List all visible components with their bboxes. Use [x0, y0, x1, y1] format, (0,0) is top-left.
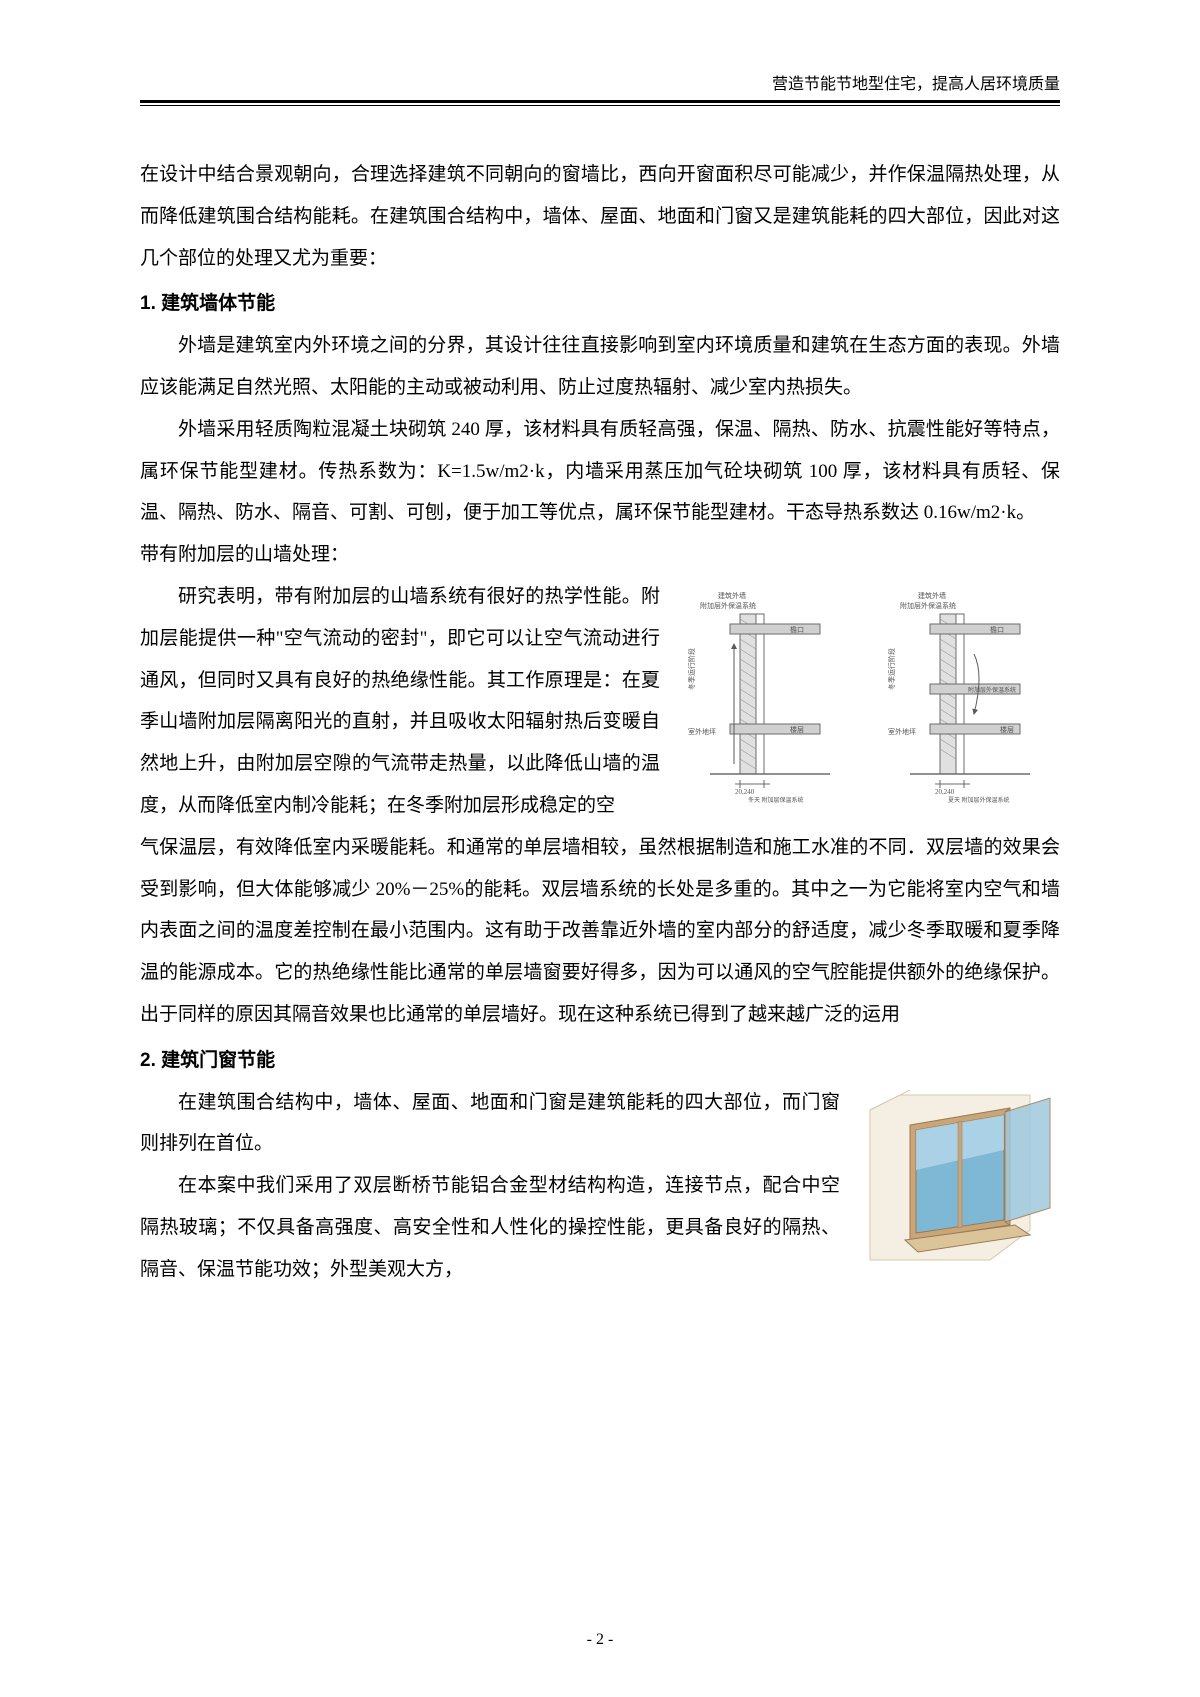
wall-label-floor: 楼层 [790, 725, 804, 734]
wall-dim-r: 20,240 [935, 788, 955, 796]
wall-label-floor2: 楼层 [1000, 725, 1014, 734]
wall-dim-l: 20,240 [735, 788, 755, 796]
window-diagram-svg [860, 1090, 1060, 1270]
section1-p5: 气保温层，有效降低室内采暖能耗。和通常的单层墙相较，虽然根据制造和施工水准的不同… [140, 827, 1060, 1036]
wall-label-tr: 建筑外墙 [918, 591, 946, 600]
wall-vlabel-r: 冬季运行阶段 [887, 648, 896, 690]
window-wrap-section: 在建筑围合结构中，墙体、屋面、地面和门窗是建筑能耗的四大部位，而门窗则排列在首位… [140, 1082, 1060, 1291]
wall-vlabel-l: 冬季运行阶段 [687, 648, 696, 690]
intro-paragraph: 在设计中结合景观朝向，合理选择建筑不同朝向的窗墙比，西向开窗面积尽可能减少，并作… [140, 154, 1060, 279]
wall-label-roof2: 檐口 [990, 625, 1004, 634]
wall-label-roof: 檐口 [790, 625, 804, 634]
wall-label-base2: 室外地坪 [888, 727, 916, 736]
wall-diagram-figure: 建筑外墙 附加层外保温系统 建筑外墙 附加层外保温系统 檐口 檐口 楼层 楼层 … [680, 584, 1060, 820]
wall-label-tl2: 附加层外保温系统 [700, 601, 756, 610]
wall-note-r: 夏天 附加层外保温系统 [948, 796, 1010, 804]
wall-wrap-section: 建筑外墙 附加层外保温系统 建筑外墙 附加层外保温系统 檐口 檐口 楼层 楼层 … [140, 576, 1060, 827]
wall-label-tr2: 附加层外保温系统 [900, 601, 956, 610]
wall-diagram-svg: 建筑外墙 附加层外保温系统 建筑外墙 附加层外保温系统 檐口 檐口 楼层 楼层 … [680, 584, 1060, 804]
section1-title: 1. 建筑墙体节能 [140, 283, 1060, 325]
header-text: 营造节能节地型住宅，提高人居环境质量 [772, 76, 1060, 93]
header-rule [140, 105, 1060, 106]
page-header: 营造节能节地型住宅，提高人居环境质量 [140, 70, 1060, 103]
wall-label-tl: 建筑外墙 [718, 591, 746, 600]
section1-p1: 外墙是建筑室内外环境之间的分界，其设计往往直接影响到室内环境质量和建筑在生态方面… [140, 325, 1060, 409]
page-number: - 2 - [0, 1631, 1200, 1649]
window-diagram-figure [860, 1090, 1060, 1286]
section2-title: 2. 建筑门窗节能 [140, 1040, 1060, 1082]
section1-p3: 带有附加层的山墙处理： [140, 534, 1060, 576]
section1-p2: 外墙采用轻质陶粒混凝土块砌筑 240 厚，该材料具有质轻高强，保温、隔热、防水、… [140, 409, 1060, 534]
wall-label-base: 室外地坪 [688, 727, 716, 736]
wall-note-l: 冬天 附加层保温系统 [748, 796, 804, 804]
wall-note-mid: 附加层外保温系统 [968, 686, 1016, 694]
content-body: 在设计中结合景观朝向，合理选择建筑不同朝向的窗墙比，西向开窗面积尽可能减少，并作… [140, 154, 1060, 1291]
